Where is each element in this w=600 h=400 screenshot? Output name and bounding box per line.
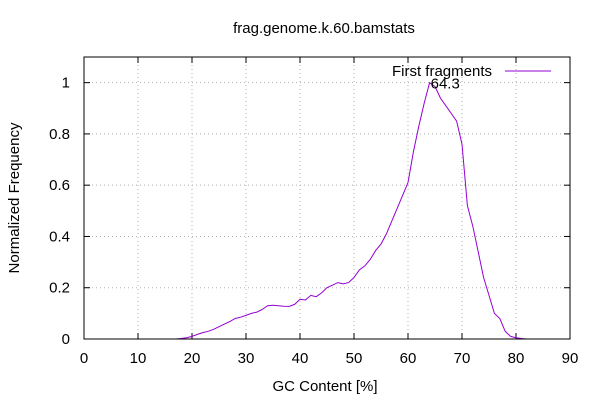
- annotations: 64.3: [431, 76, 460, 93]
- y-tick-label: 0.4: [49, 228, 70, 245]
- x-tick-label: 70: [454, 350, 471, 367]
- y-tick-label: 0: [62, 331, 70, 348]
- series-layer: [175, 81, 533, 340]
- x-tick-label: 40: [292, 350, 309, 367]
- peak-annotation: 64.3: [431, 76, 460, 93]
- x-tick-label: 90: [562, 350, 579, 367]
- x-tick-label: 0: [80, 350, 88, 367]
- legend-label-first-fragments: First fragments: [392, 63, 492, 80]
- chart-title: frag.genome.k.60.bamstats: [233, 20, 415, 37]
- x-axis-label: GC Content [%]: [272, 378, 377, 395]
- axis-ticks: [83, 57, 571, 340]
- x-tick-label: 60: [400, 350, 417, 367]
- legend: First fragments: [392, 63, 551, 80]
- y-tick-label: 1: [62, 75, 70, 92]
- y-tick-label: 0.8: [49, 126, 70, 143]
- x-tick-label: 30: [238, 350, 255, 367]
- y-tick-label: 0.6: [49, 177, 70, 194]
- y-tick-labels: 0 0.2 0.4 0.6 0.8 1: [49, 75, 70, 348]
- x-tick-label: 80: [508, 350, 525, 367]
- y-axis-label: Normalized Frequency: [6, 122, 23, 273]
- x-tick-label: 20: [184, 350, 201, 367]
- x-tick-labels: 0 10 20 30 40 50 60 70 80 90: [80, 350, 579, 367]
- plot-frame: [83, 56, 571, 340]
- grid-lines: [84, 57, 570, 339]
- series-line-first-fragments: [175, 81, 533, 340]
- x-tick-label: 10: [130, 350, 147, 367]
- y-tick-label: 0.2: [49, 280, 70, 297]
- x-tick-label: 50: [346, 350, 363, 367]
